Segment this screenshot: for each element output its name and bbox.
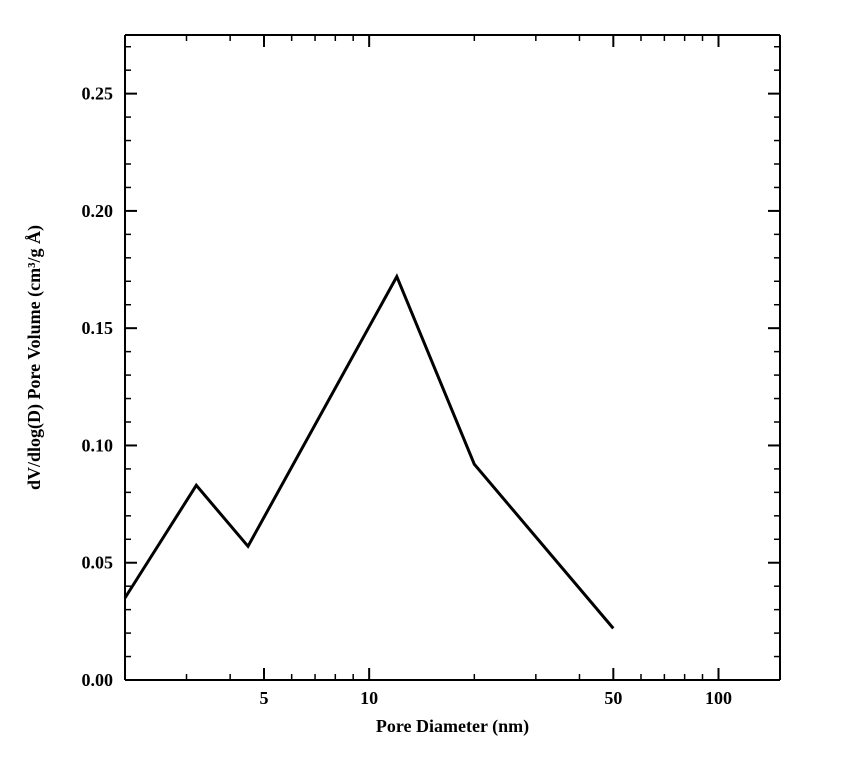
y-tick-label: 0.20 — [82, 201, 114, 221]
x-axis-label: Pore Diameter (nm) — [376, 716, 529, 737]
chart-bg — [0, 0, 841, 771]
y-axis-label: dV/dlog(D) Pore Volume (cm³/g Å) — [24, 225, 45, 490]
y-tick-label: 0.05 — [82, 553, 114, 573]
x-tick-label: 100 — [705, 688, 732, 708]
y-tick-label: 0.00 — [82, 670, 114, 690]
pore-volume-chart: 5 10 50 100 0.00 0.05 0.10 0.15 0.20 0.25 Pore Dia… — [0, 0, 841, 771]
x-tick-label: 10 — [360, 688, 378, 708]
chart-svg: 5 10 50 100 0.00 0.05 0.10 0.15 0.20 0.25 Pore Dia… — [0, 0, 841, 771]
x-tick-label: 5 — [260, 688, 269, 708]
y-tick-label: 0.10 — [82, 435, 114, 455]
x-tick-label: 50 — [604, 688, 622, 708]
y-tick-label: 0.25 — [82, 84, 114, 104]
y-tick-label: 0.15 — [82, 318, 114, 338]
